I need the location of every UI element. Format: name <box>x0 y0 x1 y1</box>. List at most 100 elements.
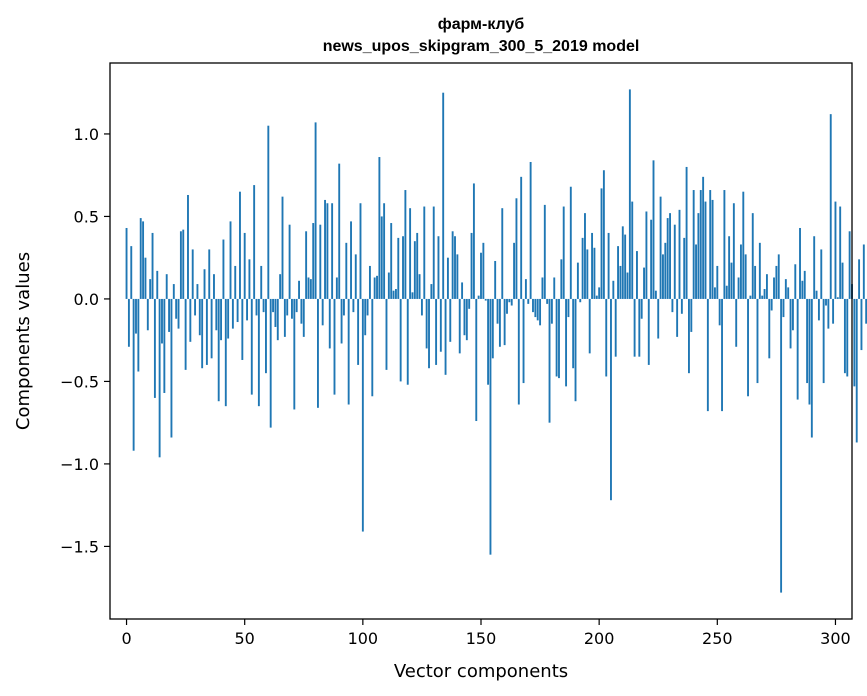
bar-component-179 <box>548 298 551 423</box>
bar-component-136 <box>446 257 449 299</box>
bar-component-135 <box>444 298 447 375</box>
bar-component-32 <box>201 298 204 369</box>
bar-component-268 <box>758 242 761 299</box>
bar-component-37 <box>213 274 215 299</box>
bar-component-153 <box>487 298 490 385</box>
bar-component-112 <box>390 223 393 299</box>
bar-component-137 <box>449 298 452 342</box>
bar-component-210 <box>621 226 624 299</box>
bar-component-162 <box>508 298 511 303</box>
bar-component-25 <box>184 298 187 370</box>
x-axis-label: Vector components <box>394 661 568 682</box>
bar-component-256 <box>730 262 733 299</box>
bar-component-47 <box>236 298 239 323</box>
bar-component-121 <box>411 292 414 299</box>
bar-component-284 <box>796 298 799 400</box>
x-tick-label: 250 <box>702 629 733 648</box>
bar-component-259 <box>737 277 740 299</box>
y-axis-label: Components values <box>13 252 34 430</box>
bar-component-123 <box>416 232 419 299</box>
bar-component-216 <box>636 251 638 299</box>
bar-component-235 <box>680 298 683 314</box>
bar-component-197 <box>591 232 594 299</box>
bar-component-120 <box>409 208 412 299</box>
bar-component-49 <box>241 298 244 360</box>
bar-component-79 <box>312 223 315 299</box>
bar-component-24 <box>182 229 185 299</box>
bar-component-288 <box>806 298 809 384</box>
y-tick-label: −1.0 <box>60 455 99 474</box>
bar-component-202 <box>602 170 605 299</box>
bar-component-238 <box>688 298 690 374</box>
bar-component-289 <box>808 298 811 405</box>
bar-component-48 <box>239 191 241 299</box>
bar-component-269 <box>761 295 764 299</box>
bar-component-313 <box>865 298 867 324</box>
bar-component-154 <box>489 298 492 555</box>
bar-component-250 <box>716 265 719 299</box>
bar-component-257 <box>732 203 735 299</box>
bar-component-249 <box>713 287 716 299</box>
y-tick-label: 0.0 <box>74 290 99 309</box>
bar-component-111 <box>387 272 390 299</box>
bar-component-115 <box>397 237 400 299</box>
bar-component-143 <box>463 298 466 336</box>
bar-component-264 <box>749 295 752 299</box>
bar-component-95 <box>350 221 352 299</box>
bar-component-109 <box>383 203 386 299</box>
bar-component-68 <box>286 298 289 316</box>
bar-component-291 <box>813 236 816 299</box>
x-tick-label: 50 <box>235 629 255 648</box>
bar-component-40 <box>220 298 223 341</box>
bar-component-100 <box>361 298 364 532</box>
x-tick-label: 200 <box>584 629 615 648</box>
bar-component-266 <box>754 265 757 299</box>
bar-component-12 <box>153 298 156 398</box>
bar-component-251 <box>718 298 721 326</box>
bar-component-300 <box>834 201 837 299</box>
bar-component-51 <box>246 298 249 321</box>
bar-component-167 <box>520 176 523 299</box>
bar-component-84 <box>324 199 326 299</box>
bar-component-310 <box>858 259 861 299</box>
bar-component-195 <box>586 249 589 299</box>
bar-component-207 <box>614 298 617 357</box>
bar-component-103 <box>368 265 371 299</box>
bar-component-65 <box>279 274 282 299</box>
bar-component-101 <box>364 298 367 336</box>
bar-component-283 <box>794 264 797 299</box>
bar-component-188 <box>569 186 572 299</box>
bar-component-57 <box>260 265 263 299</box>
bar-component-119 <box>406 298 409 385</box>
bar-component-42 <box>224 298 227 407</box>
bar-component-213 <box>628 89 631 299</box>
bar-component-41 <box>222 239 225 299</box>
bar-component-33 <box>203 269 206 299</box>
bar-component-14 <box>158 298 161 458</box>
bar-component-113 <box>392 290 395 299</box>
bar-component-11 <box>151 232 154 299</box>
bar-component-261 <box>742 191 745 299</box>
y-tick-label: 0.5 <box>74 207 99 226</box>
bar-component-227 <box>662 254 664 299</box>
bar-component-208 <box>617 246 620 299</box>
bar-component-55 <box>255 298 258 316</box>
bar-component-175 <box>539 298 542 326</box>
bar-component-122 <box>413 241 416 299</box>
bar-component-21 <box>175 298 178 319</box>
bar-component-186 <box>565 298 568 387</box>
bar-component-242 <box>697 213 700 299</box>
bar-component-102 <box>366 298 369 316</box>
bar-component-88 <box>333 298 336 395</box>
bar-component-184 <box>560 259 563 299</box>
bar-component-66 <box>281 196 284 299</box>
bar-component-312 <box>862 244 865 299</box>
bar-component-190 <box>574 298 577 402</box>
bar-component-161 <box>506 298 508 314</box>
bar-component-255 <box>728 236 731 299</box>
bar-component-138 <box>451 231 454 299</box>
bar-component-81 <box>317 298 319 408</box>
bar-component-181 <box>553 277 556 299</box>
bar-component-147 <box>472 183 475 299</box>
bar-component-172 <box>532 298 534 313</box>
